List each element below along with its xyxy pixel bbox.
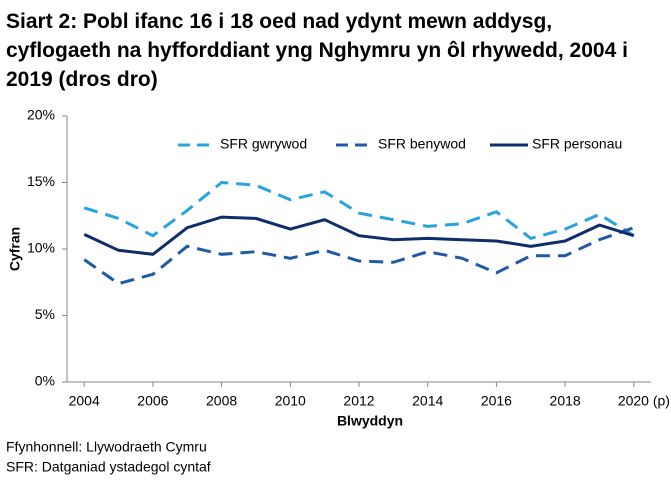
note: SFR: Datganiad ystadegol cyntaf (6, 459, 211, 475)
legend-label: SFR gwrywod (220, 136, 307, 152)
y-tick-label: 10% (27, 240, 55, 256)
y-axis-label: Cyfran (7, 227, 23, 271)
source: Ffynhonnell: Llywodraeth Cymru (6, 439, 207, 455)
x-tick-label: 2016 (481, 393, 512, 409)
x-tick-label: 2010 (275, 393, 306, 409)
x-tick-label: 2004 (69, 393, 100, 409)
y-tick-label: 15% (27, 173, 55, 189)
x-axis-label: Blwyddyn (337, 413, 403, 429)
x-tick-label: 2012 (343, 393, 374, 409)
legend-label: SFR benywod (378, 136, 466, 152)
x-tick-label: 2020 (p) (618, 393, 670, 409)
y-tick-label: 0% (35, 373, 55, 389)
x-tick-label: 2014 (412, 393, 443, 409)
chart-title: Siart 2: Pobl ifanc 16 i 18 oed nad ydyn… (6, 10, 628, 91)
line-series (83, 180, 635, 241)
y-tick-label: 20% (27, 107, 55, 123)
line-series (83, 226, 635, 286)
x-tick-label: 2008 (206, 393, 237, 409)
legend-label: SFR personau (532, 136, 622, 152)
x-tick-label: 2018 (550, 393, 581, 409)
x-tick-label: 2006 (137, 393, 168, 409)
line-series (83, 215, 635, 256)
y-tick-label: 5% (35, 306, 55, 322)
